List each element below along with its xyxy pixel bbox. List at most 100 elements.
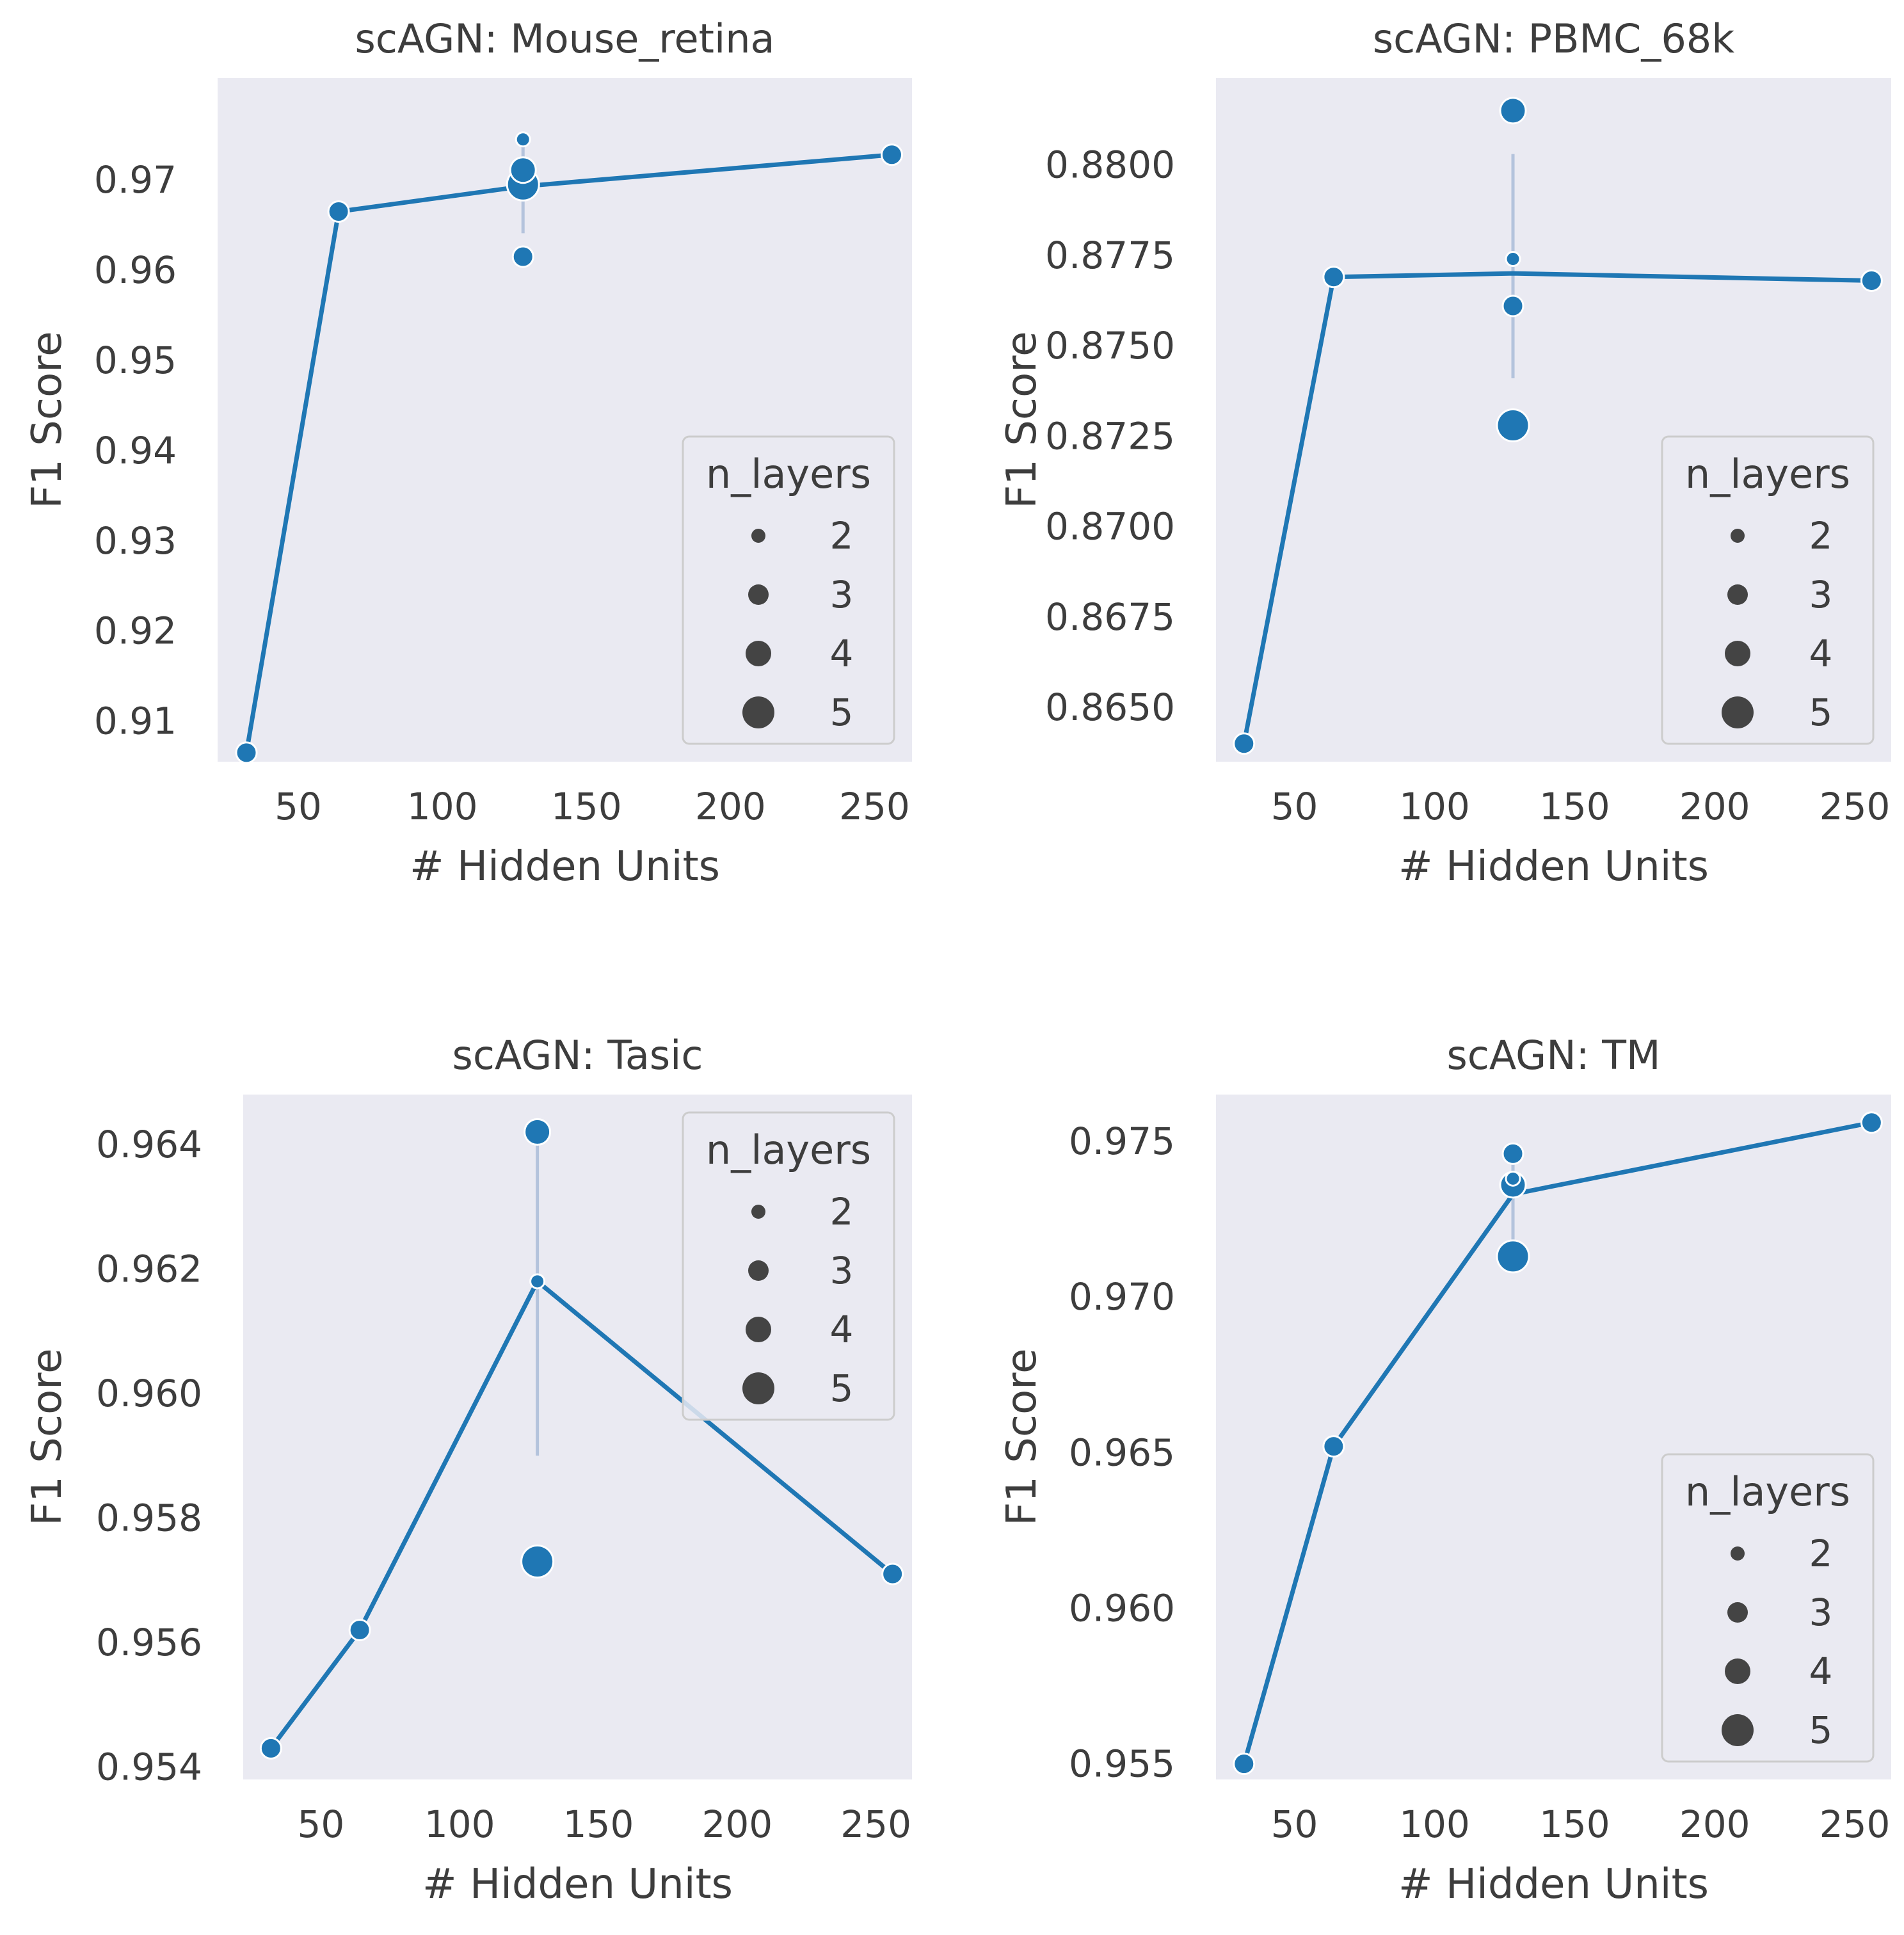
y-tick-label: 0.975 [1069,1120,1175,1163]
y-tick-label: 0.956 [96,1621,202,1664]
legend-label: 4 [830,1308,854,1351]
y-tick-label: 0.8750 [1045,324,1175,367]
legend-marker [742,696,774,728]
chart-title: scAGN: TM [1446,1032,1660,1079]
x-tick-label: 250 [840,1803,911,1846]
legend-title: n_layers [1685,1468,1850,1515]
series-line [1242,271,1872,744]
data-point [1322,266,1345,289]
legend-label: 3 [830,573,854,616]
y-tick-label: 0.93 [94,519,177,563]
x-tick-label: 50 [1271,1803,1318,1846]
y-tick-label: 0.8700 [1045,505,1175,549]
x-tick-label: 100 [1399,1803,1470,1846]
legend: n_layers 2 3 4 5 [1661,435,1875,745]
legend-box [682,1111,895,1421]
legend-marker [1725,1658,1750,1684]
y-tick-label: 0.955 [1069,1742,1175,1786]
y-tick-label: 0.954 [96,1746,202,1789]
legend-label: 2 [830,514,854,558]
data-point [1233,1753,1256,1776]
legend-label: 5 [830,1367,854,1410]
legend-label: 2 [1809,514,1833,558]
y-tick-label: 0.8725 [1045,414,1175,458]
series-line [1242,1120,1873,1765]
y-tick-label: 0.95 [94,339,177,382]
legend-label: 5 [830,691,854,734]
x-tick-label: 200 [1679,785,1750,828]
series-line [244,152,892,753]
data-point [1322,1435,1345,1458]
legend-marker [1722,696,1754,728]
x-tick-label: 250 [1820,785,1891,828]
y-tick-label: 0.965 [1069,1431,1175,1474]
y-tick-label: 0.970 [1069,1275,1175,1319]
legend-label: 5 [1809,691,1833,734]
y-tick-label: 0.8675 [1045,595,1175,639]
x-tick-label: 250 [839,785,910,828]
y-axis-label: F1 Score [24,331,71,508]
legend: n_layers 2 3 4 5 [1661,1453,1875,1763]
legend: n_layers 2 3 4 5 [682,435,895,745]
data-point [1501,294,1524,317]
data-point [880,143,903,166]
legend-marker [1722,1714,1754,1746]
x-tick-label: 50 [298,1803,345,1846]
x-tick-label: 200 [1679,1803,1750,1846]
legend-marker [1731,529,1745,543]
legend-marker [751,1205,765,1219]
x-tick-label: 100 [424,1803,495,1846]
data-point [1501,1142,1524,1165]
x-axis-label: # Hidden Units [422,1861,733,1908]
y-tick-label: 0.92 [94,609,177,653]
x-tick-label: 150 [1539,785,1610,828]
legend-marker [746,641,771,666]
data-point [1505,1170,1521,1187]
y-tick-label: 0.960 [96,1372,202,1415]
x-tick-label: 100 [407,785,478,828]
legend-marker [746,1317,771,1342]
data-point [509,156,537,184]
legend-marker [751,529,765,543]
legend-marker [748,1260,769,1281]
legend-label: 2 [1809,1532,1833,1575]
x-tick-label: 50 [275,785,322,828]
data-point [529,1273,546,1290]
legend-title: n_layers [706,1127,871,1173]
y-tick-label: 0.958 [96,1496,202,1539]
subplot-tm: scAGN: TM 50 100 150 200 250 0.955 0.960 0.965 0.… [998,1032,1891,1908]
subplot-pbmc-68k: scAGN: PBMC_68k 50 100 150 200 250 0.8650 0.867… [998,15,1891,890]
data-point [327,200,350,223]
data-point [235,741,258,764]
y-tick-label: 0.91 [94,700,177,743]
chart-title: scAGN: Tasic [452,1032,703,1079]
legend-marker [748,584,769,605]
legend-label: 3 [830,1249,854,1292]
data-point [1233,732,1256,755]
y-tick-label: 0.94 [94,429,177,472]
x-tick-label: 150 [563,1803,634,1846]
x-tick-label: 150 [1539,1803,1610,1846]
data-point [524,1118,552,1146]
y-tick-label: 0.964 [96,1123,202,1166]
data-point [348,1619,371,1642]
legend-title: n_layers [706,451,871,497]
y-axis-label: F1 Score [24,1348,71,1525]
series-line [269,1279,894,1750]
x-tick-label: 50 [1271,785,1318,828]
legend: n_layers 2 3 4 5 [682,1111,895,1421]
y-tick-label: 0.96 [94,248,177,292]
y-tick-label: 0.8800 [1045,143,1175,187]
data-point [1496,408,1530,442]
legend-label: 4 [1809,1650,1833,1693]
y-tick-label: 0.97 [94,158,177,202]
x-axis-label: # Hidden Units [1398,843,1709,890]
data-point [1505,251,1521,268]
legend-label: 5 [1809,1708,1833,1752]
legend-label: 4 [1809,632,1833,675]
y-axis-label: F1 Score [998,1348,1046,1525]
y-tick-label: 0.8650 [1045,686,1175,729]
legend-marker [1727,584,1748,605]
legend-marker [1727,1602,1748,1623]
x-tick-label: 200 [701,1803,772,1846]
